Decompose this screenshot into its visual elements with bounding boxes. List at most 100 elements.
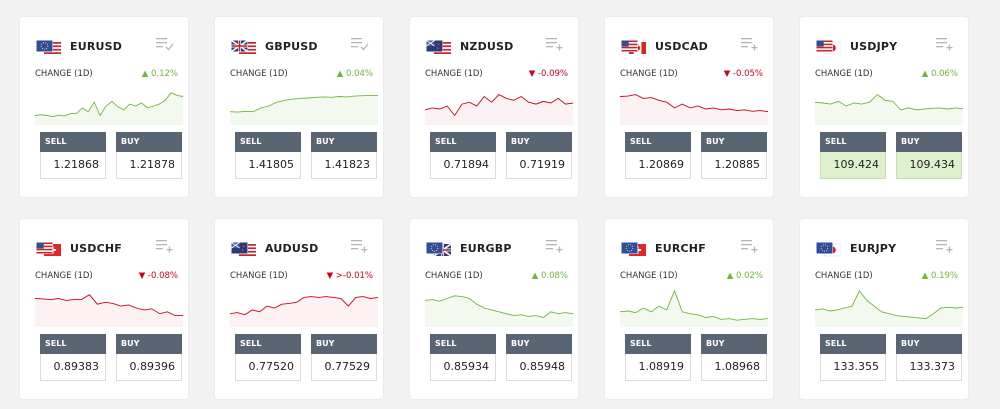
buy-price: 1.08968 xyxy=(701,354,767,381)
buy-price: 0.89396 xyxy=(116,354,182,381)
watchlist-add-icon[interactable] xyxy=(156,239,174,253)
buy-price: 133.373 xyxy=(896,354,962,381)
instrument-card[interactable]: USDCHF CHANGE (1D) ▼ -0.08% SELL 0.89383… xyxy=(20,219,188,399)
sell-button[interactable]: SELL 0.89383 xyxy=(40,334,106,382)
buy-button[interactable]: BUY 0.77529 xyxy=(311,334,377,382)
change-value: ▲ 0.12% xyxy=(141,69,178,79)
currency-flags-icon xyxy=(231,39,256,54)
change-label: CHANGE (1D) xyxy=(815,69,873,79)
sell-price: 1.21868 xyxy=(40,152,106,179)
price-sparkline xyxy=(35,92,183,125)
change-value: ▼ -0.05% xyxy=(723,69,763,79)
watchlist-add-icon[interactable] xyxy=(741,239,759,253)
sell-price: 1.08919 xyxy=(625,354,691,381)
sell-label: SELL xyxy=(820,132,886,152)
sell-price: 0.77520 xyxy=(235,354,301,381)
watchlist-add-icon[interactable] xyxy=(351,239,369,253)
buy-label: BUY xyxy=(701,334,767,354)
buy-price: 0.71919 xyxy=(506,152,572,179)
instrument-card[interactable]: EURJPY CHANGE (1D) ▲ 0.19% SELL 133.355 … xyxy=(800,219,968,399)
sell-button[interactable]: SELL 0.71894 xyxy=(430,132,496,180)
instrument-card[interactable]: NZDUSD CHANGE (1D) ▼ -0.09% SELL 0.71894… xyxy=(410,17,578,197)
buy-price: 0.77529 xyxy=(311,354,377,381)
change-value: ▲ 0.06% xyxy=(921,69,958,79)
instrument-card[interactable]: EURUSD CHANGE (1D) ▲ 0.12% SELL 1.21868 … xyxy=(20,17,188,197)
buy-label: BUY xyxy=(896,132,962,152)
price-sparkline xyxy=(620,94,768,125)
instrument-card[interactable]: USDJPY CHANGE (1D) ▲ 0.06% SELL 109.424 … xyxy=(800,17,968,197)
sell-price: 133.355 xyxy=(820,354,886,381)
buy-button[interactable]: BUY 1.41823 xyxy=(311,132,377,180)
currency-flags-icon xyxy=(426,40,451,54)
sell-button[interactable]: SELL 1.08919 xyxy=(625,334,691,382)
sell-button[interactable]: SELL 0.77520 xyxy=(235,334,301,382)
watchlist-add-icon[interactable] xyxy=(936,37,954,51)
sell-button[interactable]: SELL 1.20869 xyxy=(625,132,691,180)
sell-label: SELL xyxy=(235,132,301,152)
buy-label: BUY xyxy=(116,132,182,152)
sell-label: SELL xyxy=(430,334,496,354)
sell-button[interactable]: SELL 109.424 xyxy=(820,132,886,180)
change-value: ▲ 0.04% xyxy=(336,69,373,79)
instrument-symbol: NZDUSD xyxy=(460,40,514,53)
currency-flags-icon xyxy=(231,242,256,256)
buy-button[interactable]: BUY 1.21878 xyxy=(116,132,182,180)
instrument-card[interactable]: AUDUSD CHANGE (1D) ▼ >-0.01% SELL 0.7752… xyxy=(215,219,383,399)
watchlist-add-icon[interactable] xyxy=(546,37,564,51)
watchlist-added-icon[interactable] xyxy=(156,37,174,51)
sell-label: SELL xyxy=(625,334,691,354)
buy-button[interactable]: BUY 0.71919 xyxy=(506,132,572,180)
sell-button[interactable]: SELL 1.41805 xyxy=(235,132,301,180)
change-value: ▲ 0.19% xyxy=(921,271,958,281)
buy-button[interactable]: BUY 1.08968 xyxy=(701,334,767,382)
instrument-card[interactable]: EURGBP CHANGE (1D) ▲ 0.08% SELL 0.85934 … xyxy=(410,219,578,399)
sell-label: SELL xyxy=(430,132,496,152)
change-label: CHANGE (1D) xyxy=(815,271,873,281)
buy-label: BUY xyxy=(311,334,377,354)
buy-label: BUY xyxy=(506,132,572,152)
currency-flags-icon xyxy=(36,40,61,54)
buy-button[interactable]: BUY 0.85948 xyxy=(506,334,572,382)
change-label: CHANGE (1D) xyxy=(620,69,678,79)
buy-button[interactable]: BUY 133.373 xyxy=(896,334,962,382)
change-value: ▼ >-0.01% xyxy=(326,271,373,281)
price-sparkline xyxy=(425,94,573,125)
sell-price: 1.20869 xyxy=(625,152,691,179)
sell-button[interactable]: SELL 133.355 xyxy=(820,334,886,382)
buy-label: BUY xyxy=(701,132,767,152)
watchlist-add-icon[interactable] xyxy=(936,239,954,253)
change-label: CHANGE (1D) xyxy=(620,271,678,281)
price-sparkline xyxy=(230,296,378,327)
instrument-symbol: USDJPY xyxy=(850,40,898,53)
change-label: CHANGE (1D) xyxy=(230,271,288,281)
currency-flags-icon xyxy=(816,242,841,257)
buy-button[interactable]: BUY 1.20885 xyxy=(701,132,767,180)
change-label: CHANGE (1D) xyxy=(230,69,288,79)
sell-price: 109.424 xyxy=(820,152,886,179)
instrument-symbol: GBPUSD xyxy=(265,40,318,53)
change-label: CHANGE (1D) xyxy=(425,271,483,281)
currency-flags-icon xyxy=(36,242,61,256)
instrument-symbol: EURUSD xyxy=(70,40,123,53)
sell-button[interactable]: SELL 0.85934 xyxy=(430,334,496,382)
buy-price: 1.20885 xyxy=(701,152,767,179)
instrument-card[interactable]: EURCHF CHANGE (1D) ▲ 0.02% SELL 1.08919 … xyxy=(605,219,773,399)
watchlist-add-icon[interactable] xyxy=(741,37,759,51)
buy-button[interactable]: BUY 0.89396 xyxy=(116,334,182,382)
watchlist-add-icon[interactable] xyxy=(546,239,564,253)
sell-button[interactable]: SELL 1.21868 xyxy=(40,132,106,180)
change-value: ▲ 0.08% xyxy=(531,271,568,281)
change-label: CHANGE (1D) xyxy=(35,69,93,79)
instrument-card[interactable]: USDCAD CHANGE (1D) ▼ -0.05% SELL 1.20869… xyxy=(605,17,773,197)
buy-price: 0.85948 xyxy=(506,354,572,381)
sell-label: SELL xyxy=(40,334,106,354)
change-value: ▲ 0.02% xyxy=(726,271,763,281)
change-value: ▼ -0.09% xyxy=(528,69,568,79)
price-sparkline xyxy=(815,290,963,327)
watchlist-added-icon[interactable] xyxy=(351,37,369,51)
instrument-card[interactable]: GBPUSD CHANGE (1D) ▲ 0.04% SELL 1.41805 … xyxy=(215,17,383,197)
instrument-symbol: USDCHF xyxy=(70,242,122,255)
sell-label: SELL xyxy=(40,132,106,152)
price-sparkline xyxy=(425,295,573,327)
buy-button[interactable]: BUY 109.434 xyxy=(896,132,962,180)
